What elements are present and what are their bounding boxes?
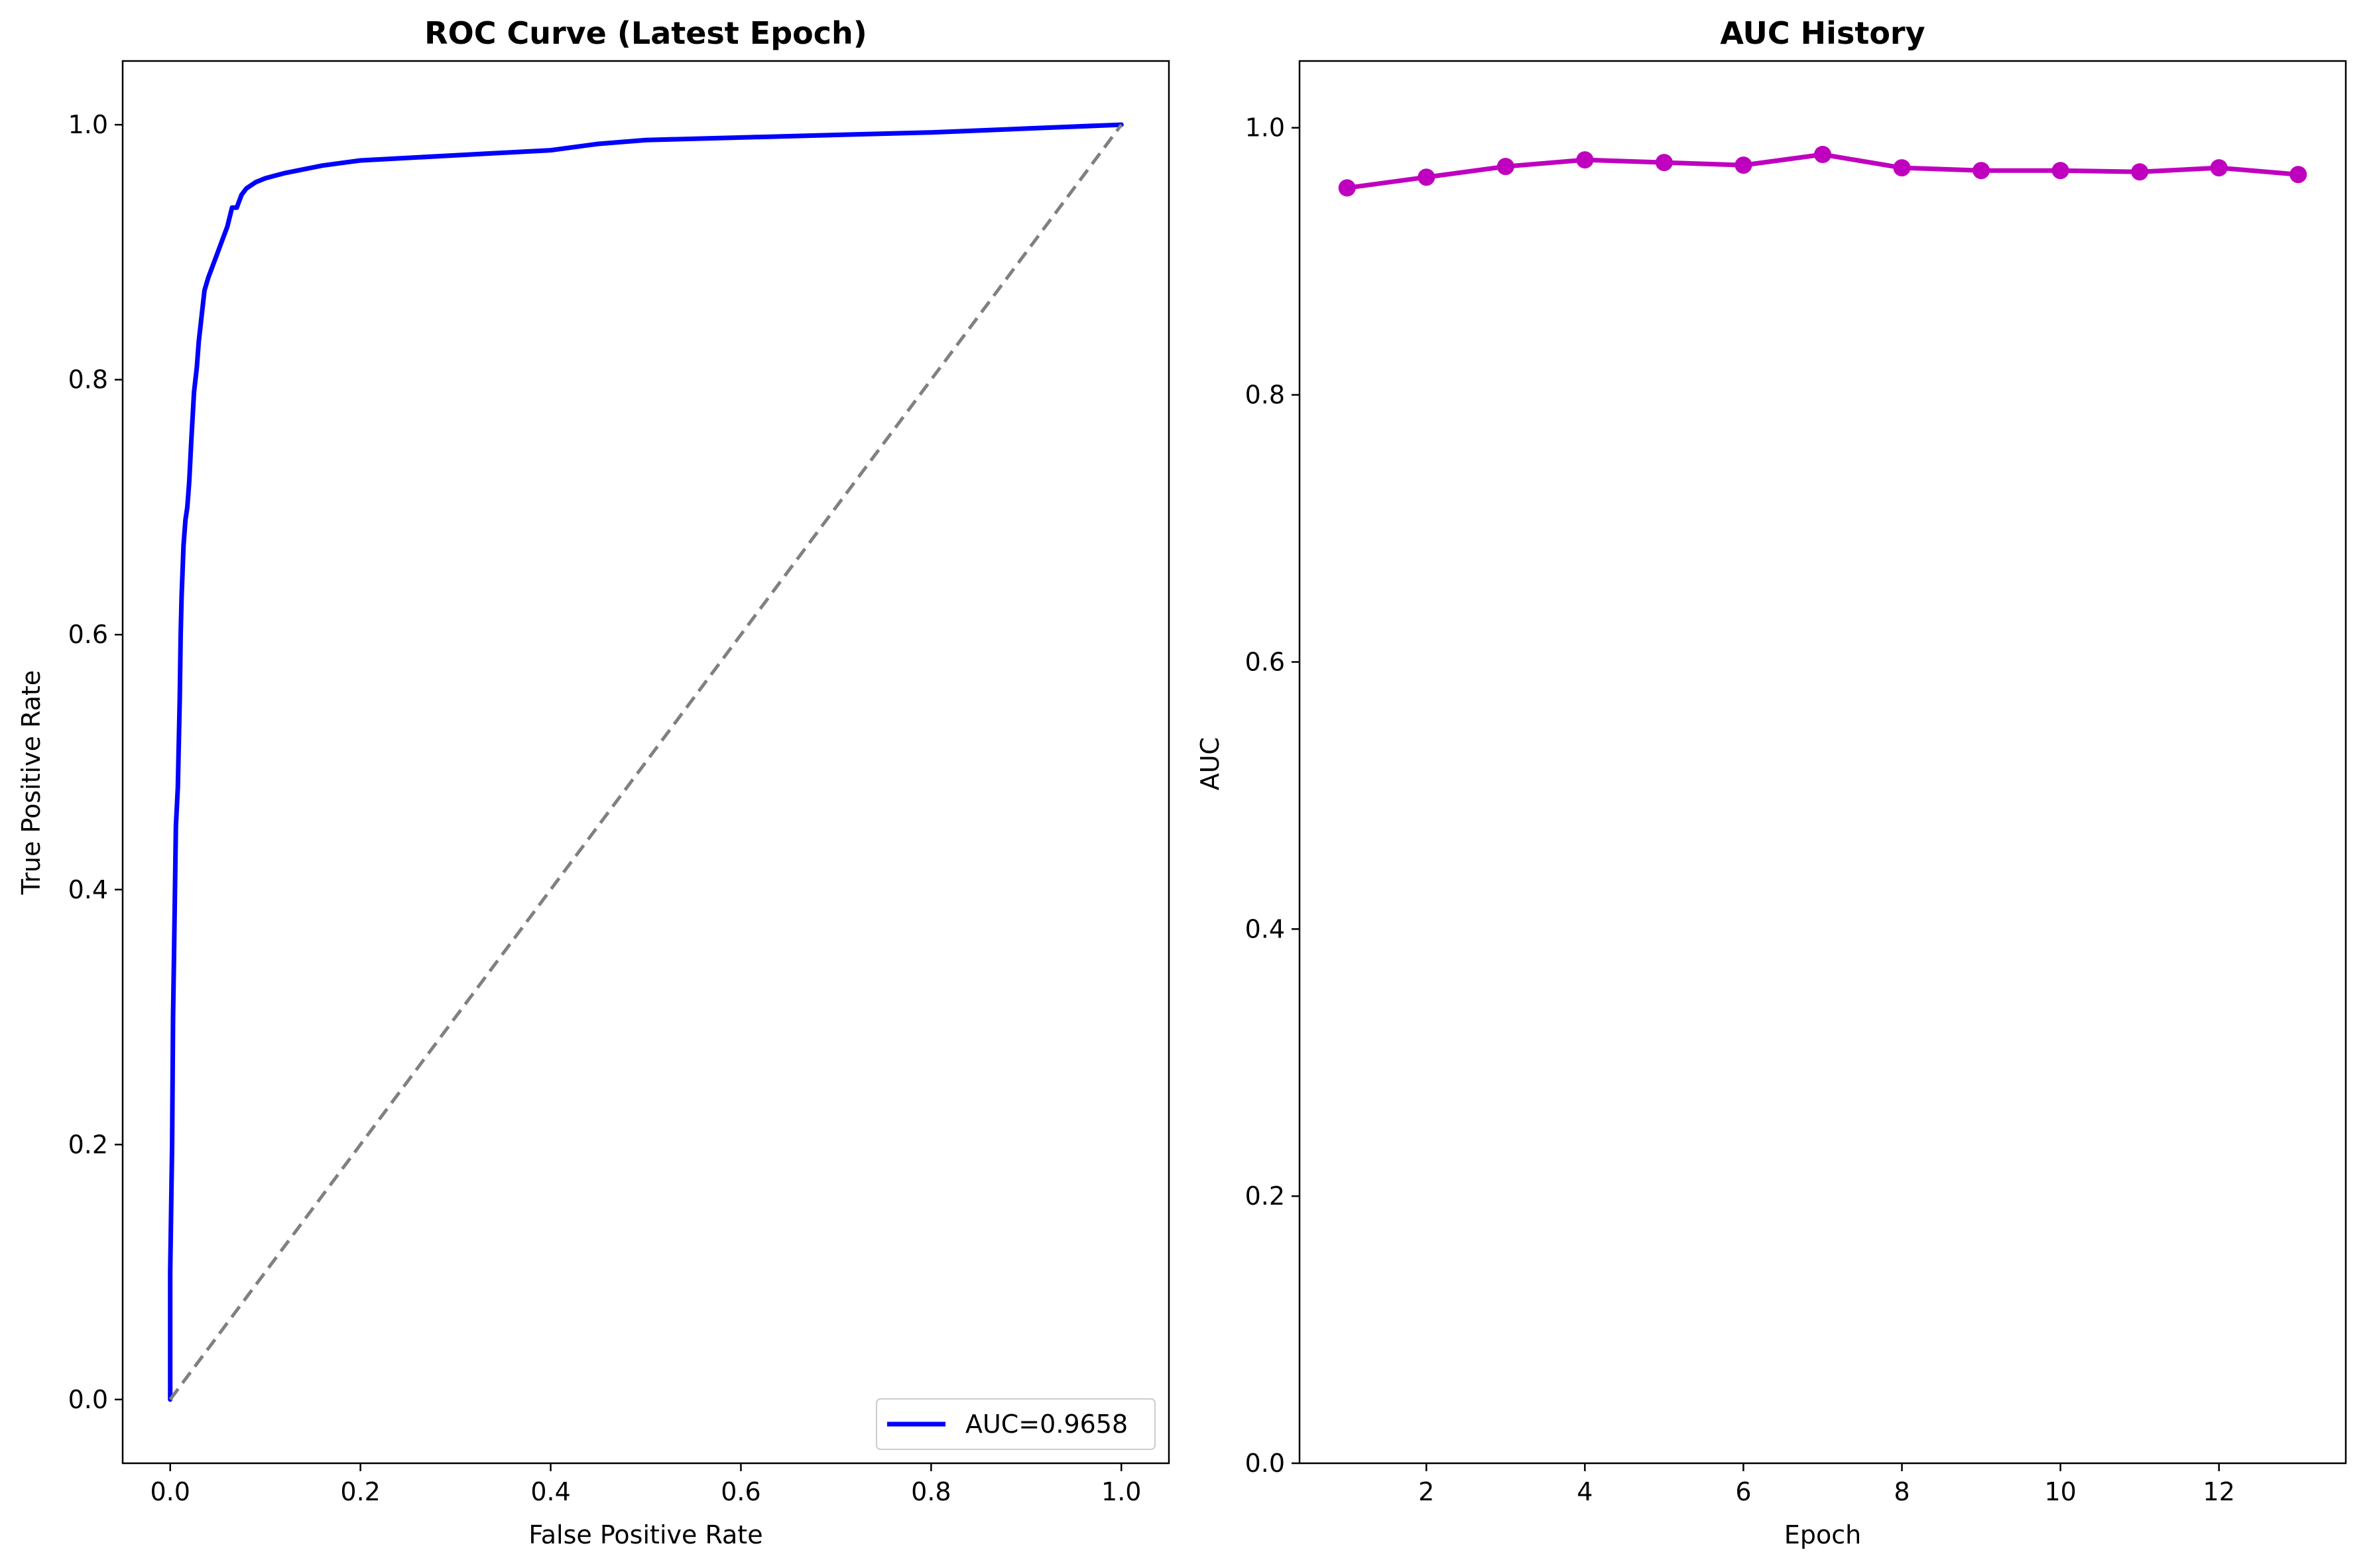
- auc-data-point: [2051, 162, 2069, 180]
- auc-data-point: [1338, 179, 1356, 197]
- auc-axes-frame: [1298, 60, 2347, 1465]
- roc-series-line-1: [168, 123, 1123, 1401]
- auc-data-point: [2289, 166, 2307, 184]
- auc-data-point: [1893, 159, 1911, 177]
- roc-x-tick-label: 1.0: [1101, 1477, 1141, 1506]
- auc-data-point: [1576, 151, 1594, 169]
- roc-x-axis-label: False Positive Rate: [528, 1520, 762, 1549]
- roc-y-tick-label: 0.2: [68, 1130, 108, 1159]
- roc-x-axis: 0.0 0.2 0.4 0.6 0.8 1.0: [151, 1463, 1141, 1506]
- auc-y-axis: 0.0 0.2 0.4 0.6 0.8 1.0: [1245, 113, 1300, 1478]
- roc-x-tick-label: 0.2: [340, 1477, 380, 1506]
- auc-x-tick-label: 6: [1735, 1477, 1751, 1506]
- roc-x-tick-label: 0.4: [530, 1477, 570, 1506]
- auc-y-tick-label: 0.0: [1245, 1449, 1285, 1478]
- auc-y-tick-label: 1.0: [1245, 113, 1285, 143]
- roc-panel: ROC Curve (Latest Epoch) 0.0 0.2 0.4 0.6 0.8…: [17, 15, 1170, 1549]
- roc-series-line-0: [168, 122, 1124, 1402]
- auc-x-tick-label: 10: [2044, 1477, 2076, 1506]
- auc-x-axis: 2 4 6 8 10 12: [1418, 1463, 2235, 1506]
- roc-y-tick-label: 0.8: [68, 365, 108, 394]
- auc-data-point: [1496, 158, 1514, 176]
- auc-data-point: [2210, 159, 2228, 177]
- auc-data-point: [1418, 168, 1435, 186]
- auc-y-tick-label: 0.2: [1245, 1181, 1285, 1211]
- auc-x-tick-label: 2: [1418, 1477, 1434, 1506]
- auc-data-point: [1972, 162, 1990, 180]
- auc-data-point: [1734, 156, 1752, 174]
- auc-title: AUC History: [1720, 15, 1925, 51]
- auc-panel: AUC History 2 4 6 8 10 12 0.00.20.40.60.81.0 …: [1195, 15, 2347, 1549]
- roc-x-tick-label: 0.0: [151, 1477, 190, 1506]
- auc-y-tick-label: 0.4: [1245, 914, 1285, 943]
- roc-y-tick-label: 0.0: [68, 1385, 108, 1414]
- roc-y-axis: 0.0 0.2 0.4 0.6 0.8 1.0: [68, 110, 123, 1414]
- roc-legend-box: [876, 1398, 1156, 1450]
- roc-y-axis-label: True Positive Rate: [17, 670, 46, 896]
- roc-axes-frame: [121, 60, 1170, 1465]
- roc-y-tick-label: 0.4: [68, 875, 108, 904]
- auc-x-tick-label: 12: [2203, 1477, 2235, 1506]
- auc-x-tick-label: 4: [1577, 1477, 1593, 1506]
- roc-legend-label: AUC=0.9658: [965, 1410, 1128, 1439]
- roc-x-tick-label: 0.6: [721, 1477, 760, 1506]
- auc-y-tick-label: 0.8: [1245, 381, 1285, 410]
- roc-plot-area: [121, 60, 1170, 1465]
- auc-y-axis-label: AUC: [1195, 737, 1225, 790]
- roc-legend: AUC=0.9658: [876, 1398, 1156, 1450]
- roc-y-tick-label: 0.6: [68, 620, 108, 649]
- auc-data-point: [2131, 163, 2149, 181]
- roc-y-tick-label: 1.0: [68, 110, 108, 139]
- auc-plot-area: [1298, 60, 2347, 1465]
- auc-x-tick-label: 8: [1894, 1477, 1910, 1506]
- roc-x-tick-label: 0.8: [911, 1477, 951, 1506]
- auc-y-tick-label: 0.6: [1245, 647, 1285, 676]
- auc-data-point: [1655, 154, 1673, 172]
- roc-title: ROC Curve (Latest Epoch): [424, 15, 867, 51]
- auc-data-point: [1814, 146, 1831, 163]
- auc-x-axis-label: Epoch: [1784, 1520, 1861, 1549]
